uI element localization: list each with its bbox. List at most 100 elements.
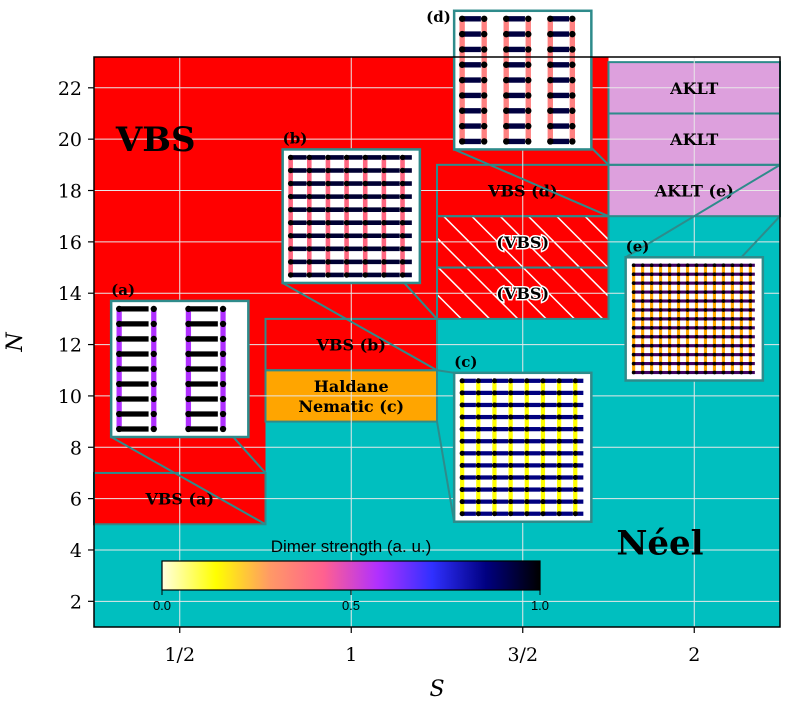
lattice-site (572, 378, 578, 384)
lattice-site (712, 352, 717, 357)
lattice-site (658, 290, 663, 294)
lattice-site (185, 305, 192, 313)
lattice-site (658, 343, 663, 348)
lattice-site (362, 233, 368, 239)
lattice-site (399, 233, 406, 239)
lattice-site (508, 450, 514, 456)
lattice-site (556, 438, 562, 444)
lattice-site (287, 167, 294, 174)
lattice-site (503, 30, 510, 38)
lattice-site (115, 305, 123, 313)
lattice-site (343, 219, 350, 226)
lattice-site (287, 154, 294, 161)
lattice-site (712, 325, 717, 330)
lattice-site (685, 334, 690, 339)
lattice-site (524, 438, 530, 444)
lattice-site (694, 334, 699, 339)
lattice-site (524, 402, 530, 408)
lattice-site (524, 450, 530, 456)
lattice-site (748, 361, 753, 366)
lattice-site (491, 402, 498, 408)
lattice-site (547, 61, 554, 68)
lattice-site (730, 308, 735, 312)
lattice-site (381, 246, 387, 252)
lattice-site (459, 511, 465, 517)
lattice-site (306, 233, 313, 239)
lattice-site (748, 334, 753, 339)
lattice-insets: (a) (b) (c) (d) (e) (109, 8, 765, 523)
lattice-site (219, 350, 227, 358)
region-label: VBS (b) (316, 336, 386, 355)
lattice-site (399, 219, 406, 226)
lattice-site (503, 92, 510, 99)
lattice-site (508, 402, 514, 408)
lattice-site (287, 219, 294, 226)
lattice-site (508, 438, 514, 444)
lattice-site (343, 233, 350, 239)
lattice-site (730, 290, 735, 294)
lattice-site (640, 370, 645, 375)
lattice-site (524, 474, 530, 481)
lattice-site (480, 92, 488, 99)
lattice-site (459, 462, 465, 468)
lattice-site (739, 361, 744, 366)
x-tick-label: 3/2 (507, 644, 538, 666)
lattice-site (325, 193, 331, 200)
lattice-site (748, 290, 753, 294)
lattice-site (730, 352, 735, 357)
lattice-site (185, 395, 192, 403)
lattice-site (556, 511, 562, 517)
lattice-site (540, 499, 546, 505)
lattice-site (748, 272, 753, 277)
lattice-site (712, 272, 717, 277)
lattice-site (150, 380, 157, 388)
lattice-site (547, 30, 554, 38)
lattice-site (287, 180, 294, 187)
lattice-site (631, 352, 636, 357)
lattice-site (491, 462, 498, 468)
lattice-site (362, 219, 368, 226)
lattice-site (685, 290, 690, 294)
lattice-site (219, 410, 227, 418)
lattice-site (343, 272, 350, 278)
lattice-site (524, 378, 530, 384)
lattice-site (685, 299, 690, 303)
lattice-site (748, 352, 753, 357)
lattice-site (569, 107, 576, 114)
lattice-site (640, 281, 645, 286)
lattice-site (658, 299, 663, 303)
lattice-site (640, 334, 645, 339)
lattice-site (547, 122, 554, 130)
lattice-site (185, 365, 192, 373)
inset-connector (453, 148, 609, 218)
lattice-site (150, 335, 157, 343)
lattice-site (115, 350, 123, 358)
x-tick-label: 1/2 (164, 644, 195, 666)
lattice-site (676, 325, 681, 330)
lattice-site (685, 317, 690, 321)
colorbar: Dimer strength (a. u.) 0.0 0.5 1.0 (153, 537, 549, 613)
lattice-site (631, 308, 636, 312)
lattice-site (556, 402, 562, 408)
lattice-site (306, 206, 313, 213)
lattice-site (676, 361, 681, 366)
lattice-site (503, 138, 510, 145)
lattice-site (219, 365, 227, 373)
lattice-site (658, 317, 663, 321)
lattice-site (658, 361, 663, 366)
lattice-site (491, 438, 498, 444)
lattice-site (667, 334, 672, 339)
lattice-site (491, 474, 498, 481)
inset-letter: (a) (111, 281, 135, 299)
lattice-site (325, 272, 331, 278)
lattice-site (458, 92, 466, 99)
lattice-site (540, 487, 546, 493)
lattice-site (721, 290, 726, 294)
lattice-site (685, 325, 690, 330)
lattice-site (459, 390, 465, 396)
lattice-site (325, 167, 331, 174)
lattice-site (721, 281, 726, 286)
lattice-site (399, 180, 406, 187)
lattice-site (703, 299, 708, 303)
